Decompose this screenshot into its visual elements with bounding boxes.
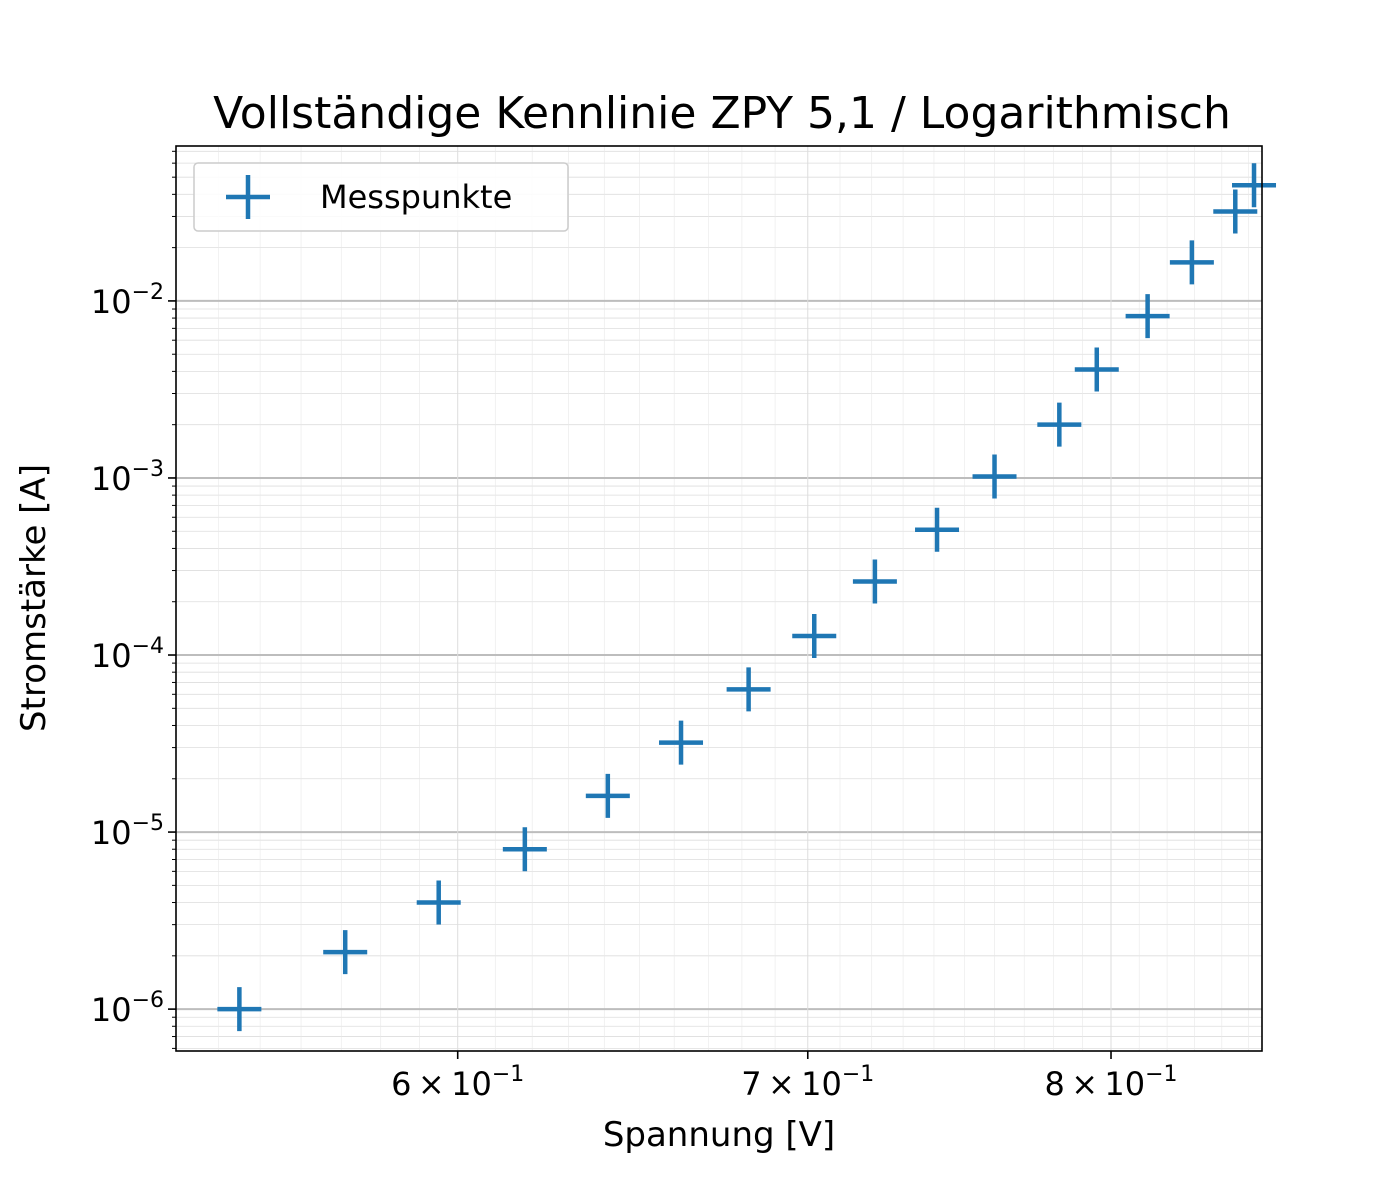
data-point xyxy=(1232,163,1277,208)
minor-gridlines xyxy=(176,146,1262,1051)
data-point xyxy=(1169,240,1214,285)
plot-frame xyxy=(175,145,1263,1052)
legend: Messpunkte xyxy=(193,162,569,232)
legend-marker xyxy=(226,175,270,219)
y-tick-label: 10−6 xyxy=(91,988,164,1029)
data-point xyxy=(217,987,262,1032)
data-point xyxy=(972,454,1017,499)
chart-title: Vollständige Kennlinie ZPY 5,1 / Logarit… xyxy=(213,88,1231,139)
x-tick-label: 7 × 10−1 xyxy=(741,1062,874,1103)
data-point xyxy=(585,773,630,818)
major-gridlines xyxy=(176,146,1262,1051)
data-point xyxy=(1074,347,1119,392)
data-markers xyxy=(217,163,1277,1032)
data-point xyxy=(502,827,547,872)
data-point xyxy=(659,720,704,765)
data-point xyxy=(792,614,837,659)
plot-background xyxy=(176,146,1262,1051)
data-point xyxy=(726,667,771,712)
data-point xyxy=(1037,402,1082,447)
legend-box xyxy=(193,162,569,232)
y-tick-label: 10−3 xyxy=(91,457,164,498)
data-point xyxy=(852,559,897,604)
data-point xyxy=(416,880,461,925)
x-axis-label: Spannung [V] xyxy=(603,1115,835,1155)
y-tick-label: 10−4 xyxy=(91,634,164,675)
y-tick-label: 10−5 xyxy=(91,811,164,852)
data-point xyxy=(1213,189,1258,234)
x-tick-label: 8 × 10−1 xyxy=(1044,1062,1177,1103)
axis-ticks: 10−6 10−5 10−4 10−3 10−2 6 × 10−1 7 × 10−1 8 × … xyxy=(91,150,1178,1103)
legend-label: Messpunkte xyxy=(320,178,512,216)
y-tick-label: 10−2 xyxy=(91,280,164,321)
data-point xyxy=(1125,294,1170,339)
data-point xyxy=(323,930,368,975)
x-tick-label: 6 × 10−1 xyxy=(391,1062,524,1103)
data-point xyxy=(915,507,960,552)
y-axis-label: Stromstärke [A] xyxy=(14,464,54,732)
